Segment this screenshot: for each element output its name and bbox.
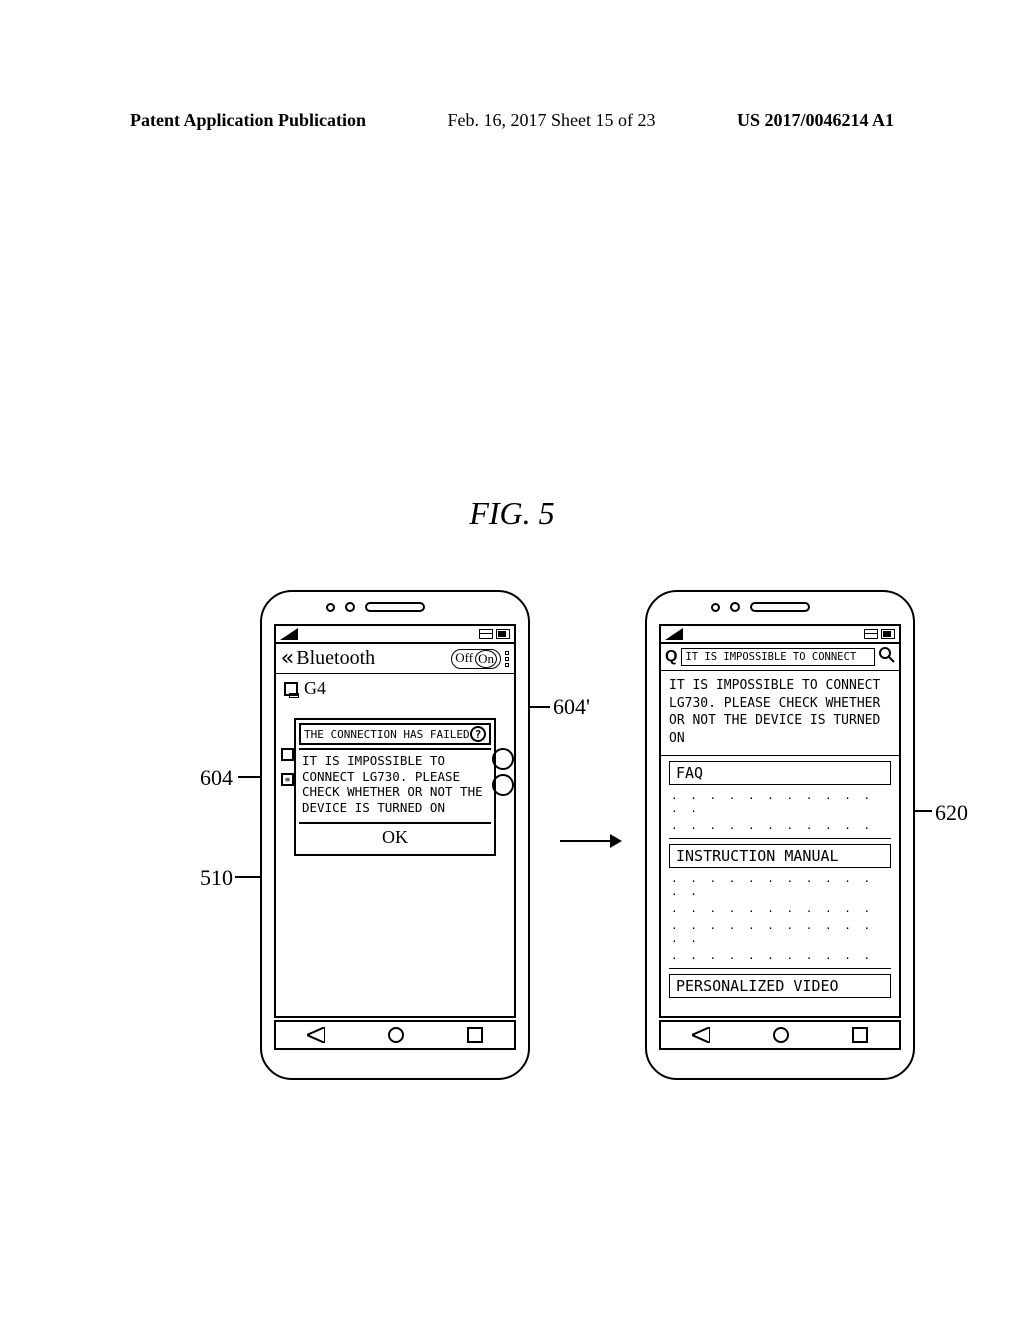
faq-section-header[interactable]: FAQ — [669, 761, 891, 785]
list-item: . . . . . . . . . . . . . — [671, 789, 889, 815]
overflow-menu-icon[interactable] — [505, 651, 509, 667]
device-list-icons: ≡ — [281, 748, 294, 786]
screen-right: Q IT IS IMPOSSIBLE TO CONNECT IT IS IMPO… — [659, 624, 901, 1018]
nav-home-icon[interactable] — [387, 1026, 405, 1044]
ref-620: 620 — [935, 800, 968, 826]
device-label: G4 — [304, 678, 326, 699]
back-icon[interactable]: « — [281, 648, 294, 670]
nav-recent-icon[interactable] — [852, 1027, 868, 1043]
list-item: . . . . . . . . . . . . . — [671, 872, 889, 898]
transition-arrow-icon — [560, 840, 620, 842]
bluetooth-header: « Bluetooth Off On — [276, 644, 514, 674]
list-item: . . . . . . . . . . . — [671, 902, 889, 915]
figure-title: FIG. 5 — [469, 495, 554, 532]
popup-body: IT IS IMPOSSIBLE TO CONNECT LG730. PLEAS… — [299, 748, 491, 819]
sensor-icon — [345, 602, 355, 612]
screen-left: « Bluetooth Off On G4 ≡ — [274, 624, 516, 1018]
page-header: Patent Application Publication Feb. 16, … — [130, 110, 894, 131]
device-row-g4[interactable]: G4 — [276, 674, 514, 703]
nav-recent-icon[interactable] — [467, 1027, 483, 1043]
ok-button[interactable]: OK — [299, 822, 491, 851]
speaker-icon — [365, 602, 425, 612]
device-icon — [281, 748, 294, 761]
list-item: . . . . . . . . . . . — [671, 949, 889, 962]
search-input[interactable]: IT IS IMPOSSIBLE TO CONNECT — [681, 648, 875, 666]
search-row: Q IT IS IMPOSSIBLE TO CONNECT — [661, 644, 899, 671]
phone-right: Q IT IS IMPOSSIBLE TO CONNECT IT IS IMPO… — [645, 590, 915, 1080]
signal-icon — [280, 628, 298, 640]
speaker-icon — [750, 602, 810, 612]
header-right: US 2017/0046214 A1 — [737, 110, 894, 131]
bluetooth-toggle[interactable]: Off On — [451, 649, 501, 669]
sensor-icon — [730, 602, 740, 612]
ref-604p: 604' — [553, 694, 590, 720]
battery-icon — [881, 629, 895, 639]
list-item: . . . . . . . . . . . — [671, 819, 889, 832]
popup-side-icons — [492, 748, 514, 796]
toggle-on-label: On — [475, 650, 497, 668]
header-left: Patent Application Publication — [130, 110, 366, 131]
status-bar — [661, 626, 899, 644]
signal-icon — [665, 628, 683, 640]
mail-icon — [864, 629, 878, 639]
status-right — [479, 629, 510, 639]
popup-title: THE CONNECTION HAS FAILED — [304, 728, 470, 741]
search-result-text: IT IS IMPOSSIBLE TO CONNECT LG730. PLEAS… — [661, 671, 899, 756]
gear-icon[interactable] — [492, 748, 514, 770]
android-navbar — [274, 1020, 516, 1050]
q-icon: Q — [665, 648, 677, 666]
popup-title-row: THE CONNECTION HAS FAILED ? — [299, 723, 491, 745]
nav-back-icon[interactable] — [307, 1027, 325, 1043]
status-bar — [276, 626, 514, 644]
list-item: . . . . . . . . . . . . . — [671, 919, 889, 945]
video-section-header[interactable]: PERSONALIZED VIDEO — [669, 974, 891, 998]
search-icon[interactable] — [879, 647, 895, 667]
nav-home-icon[interactable] — [772, 1026, 790, 1044]
ref-604: 604 — [200, 765, 233, 791]
camera-icon — [711, 603, 720, 612]
android-navbar — [659, 1020, 901, 1050]
info-icon[interactable]: ? — [470, 726, 486, 742]
divider — [669, 968, 891, 969]
device-icon: ≡ — [281, 773, 294, 786]
manual-section-header[interactable]: INSTRUCTION MANUAL — [669, 844, 891, 868]
nav-back-icon[interactable] — [692, 1027, 710, 1043]
phone-top-hardware — [647, 592, 913, 622]
device-icon — [284, 682, 298, 696]
figure-area: 604 510 604' 620 « — [0, 570, 1024, 1120]
bluetooth-title: Bluetooth — [296, 647, 375, 670]
connection-failed-popup: THE CONNECTION HAS FAILED ? IT IS IMPOSS… — [294, 718, 496, 856]
status-right — [864, 629, 895, 639]
header-center: Feb. 16, 2017 Sheet 15 of 23 — [448, 110, 656, 131]
toggle-off-label: Off — [455, 650, 473, 668]
divider — [669, 838, 891, 839]
phone-top-hardware — [262, 592, 528, 622]
mail-icon — [479, 629, 493, 639]
gear-icon[interactable] — [492, 774, 514, 796]
battery-icon — [496, 629, 510, 639]
ref-510: 510 — [200, 865, 233, 891]
camera-icon — [326, 603, 335, 612]
phone-left: « Bluetooth Off On G4 ≡ — [260, 590, 530, 1080]
